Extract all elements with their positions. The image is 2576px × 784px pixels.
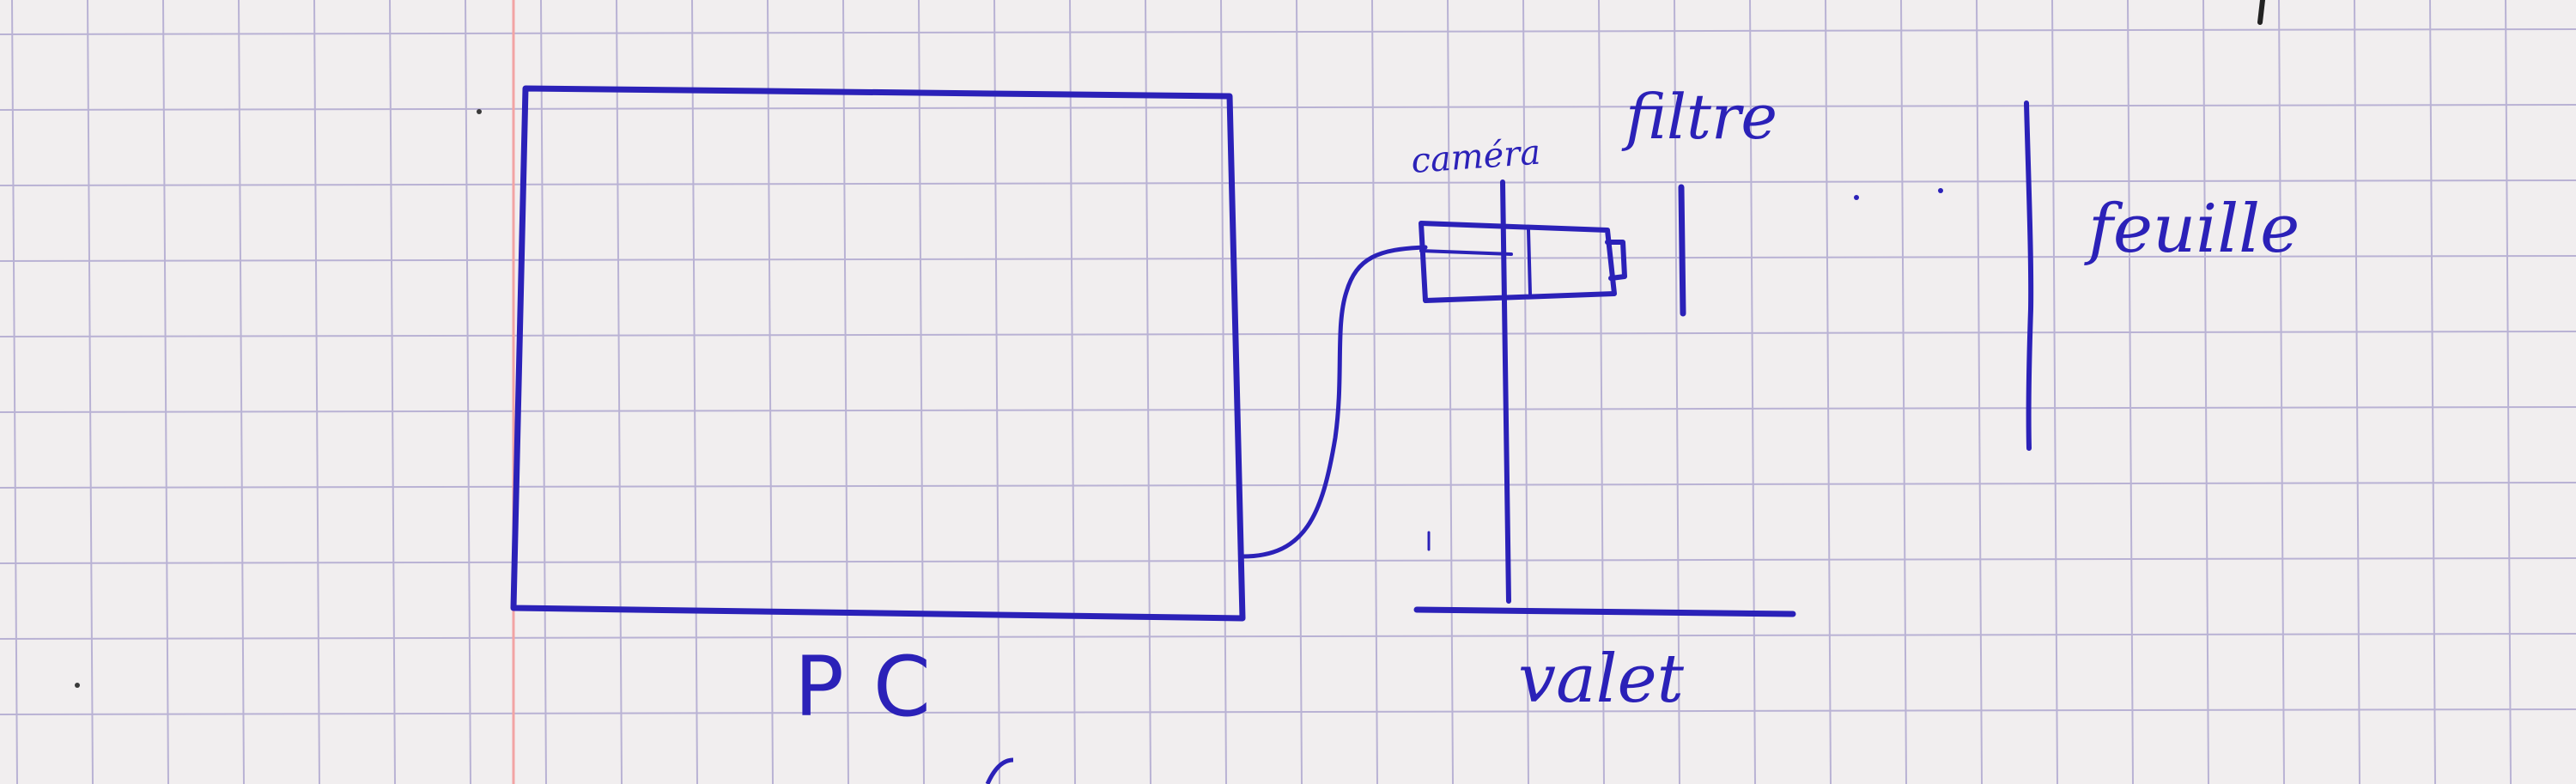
grid-line: [1145, 0, 1151, 784]
grid-line: [2202, 0, 2209, 784]
grid-line: [1825, 0, 1832, 784]
usb-cable: [1240, 245, 1428, 559]
grid-line: [0, 633, 2576, 640]
grid-line: [540, 0, 547, 784]
dot: [1938, 188, 1943, 193]
camera-body: [1419, 221, 1617, 303]
pc-box: [510, 85, 1246, 622]
pc-label: PC: [794, 639, 960, 735]
grid-line: [1069, 0, 1076, 784]
grid-line: [842, 0, 849, 784]
grid-line: [2505, 0, 2512, 784]
grid-line: [1598, 0, 1605, 784]
camera-detail: [1419, 228, 1532, 295]
grid-line: [0, 482, 2576, 489]
sheet: [2024, 100, 2034, 451]
pen-stroke: [2257, 0, 2265, 25]
copy-stand: [1413, 179, 1796, 617]
grid-line: [0, 557, 2576, 564]
dot: [1854, 195, 1859, 200]
dot: [75, 683, 80, 688]
grid-line: [1674, 0, 1680, 784]
grid-line: [2354, 0, 2360, 784]
camera-lens: [1605, 240, 1627, 281]
grid-line: [162, 0, 169, 784]
grid-line: [2429, 0, 2436, 784]
grid-line: [1296, 0, 1303, 784]
grid-line: [918, 0, 925, 784]
sheet-label: feuille: [2088, 191, 2300, 268]
grid-line: [465, 0, 471, 784]
camera: [1419, 221, 1627, 303]
grid-line: [0, 104, 2576, 111]
grid-line: [238, 0, 245, 784]
grid-line: [767, 0, 774, 784]
grid-line: [0, 331, 2576, 337]
stand-label: valet: [1518, 641, 1685, 718]
grid-line: [993, 0, 1000, 784]
grid-line: [0, 179, 2576, 186]
grid-line: [1220, 0, 1227, 784]
filter: [1678, 184, 1686, 317]
grid-line: [1749, 0, 1756, 784]
camera-label: caméra: [1410, 132, 1542, 181]
grid-line: [313, 0, 320, 784]
grid-line: [1371, 0, 1378, 784]
dot: [477, 109, 482, 114]
grid-line: [1976, 0, 1983, 784]
grid-line: [87, 0, 94, 784]
grid-line: [2127, 0, 2134, 784]
grid-line: [0, 406, 2576, 413]
grid-line: [691, 0, 698, 784]
grid-line: [0, 708, 2576, 715]
grid-line: [616, 0, 623, 784]
grid-line: [1522, 0, 1529, 784]
grid-line: [0, 28, 2576, 35]
grid-line: [11, 0, 18, 784]
pen-stroke: [985, 757, 1014, 784]
grid-line: [1447, 0, 1454, 784]
grid-line: [2278, 0, 2285, 784]
grid-line: [389, 0, 396, 784]
stand-pole: [1500, 179, 1511, 604]
stand-base: [1413, 606, 1796, 617]
grid-line: [0, 255, 2576, 262]
filter-label: filtre: [1625, 81, 1778, 153]
grid-line: [2051, 0, 2058, 784]
grid-line: [1900, 0, 1907, 784]
